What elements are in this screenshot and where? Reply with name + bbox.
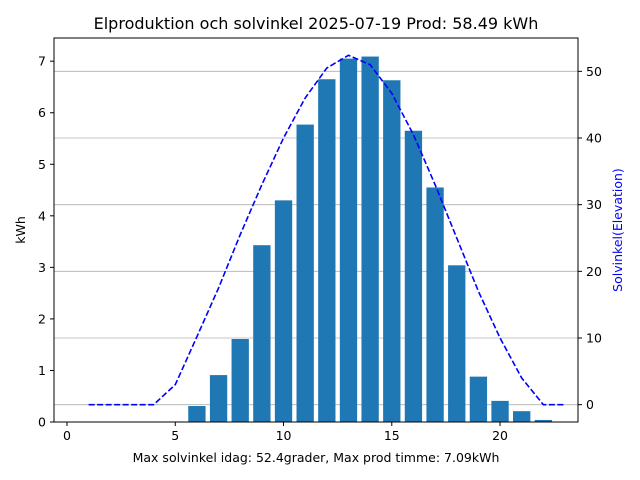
x-axis-label: Max solvinkel idag: 52.4grader, Max prod… xyxy=(133,450,500,465)
x-tick-label: 20 xyxy=(492,428,508,443)
bar xyxy=(383,80,401,422)
y2-tick-label: 0 xyxy=(586,397,594,412)
x-tick-label: 5 xyxy=(171,428,179,443)
y2-tick-label: 30 xyxy=(586,197,602,212)
bar xyxy=(296,124,314,422)
x-tick-label: 10 xyxy=(276,428,292,443)
chart-title: Elproduktion och solvinkel 2025-07-19 Pr… xyxy=(94,14,539,33)
x-tick-label: 15 xyxy=(384,428,400,443)
y-axis-ticks: 0 1 2 3 4 5 6 7 xyxy=(38,54,54,430)
bar xyxy=(534,419,553,422)
elevation-line xyxy=(88,54,566,406)
plot-frame xyxy=(53,37,579,423)
y2-axis-label: Solvinkel(Elevation) xyxy=(610,168,625,292)
bar xyxy=(318,79,336,423)
bar xyxy=(513,411,531,422)
bar xyxy=(448,265,466,422)
y-tick-label: 5 xyxy=(38,157,46,172)
bar xyxy=(274,200,293,422)
y2-tick-label: 40 xyxy=(586,131,602,146)
bar xyxy=(361,56,379,423)
y-tick-label: 4 xyxy=(38,208,46,223)
bar xyxy=(231,339,249,422)
bar xyxy=(209,375,228,422)
y2-tick-label: 10 xyxy=(586,331,602,346)
bar xyxy=(339,58,358,422)
bar xyxy=(469,376,488,422)
bar xyxy=(404,130,423,423)
y-tick-label: 7 xyxy=(38,54,46,69)
x-axis-ticks: 0 5 10 15 20 xyxy=(63,422,508,443)
y-tick-label: 2 xyxy=(38,311,46,326)
y-tick-label: 6 xyxy=(38,105,46,120)
y-tick-label: 0 xyxy=(38,415,46,430)
y-tick-label: 1 xyxy=(38,363,46,378)
y2-tick-label: 50 xyxy=(586,64,602,79)
y-axis-label: kWh xyxy=(13,216,28,244)
y2-axis-ticks: 0 10 20 30 40 50 xyxy=(578,64,602,412)
bar xyxy=(426,187,444,422)
bar xyxy=(253,245,271,422)
elevation-line-series xyxy=(88,54,566,406)
bar xyxy=(491,400,509,422)
x-tick-label: 0 xyxy=(63,428,71,443)
y-tick-label: 3 xyxy=(38,260,46,275)
y2-tick-label: 20 xyxy=(586,264,602,279)
bar-series xyxy=(166,56,553,423)
bar xyxy=(188,406,206,422)
